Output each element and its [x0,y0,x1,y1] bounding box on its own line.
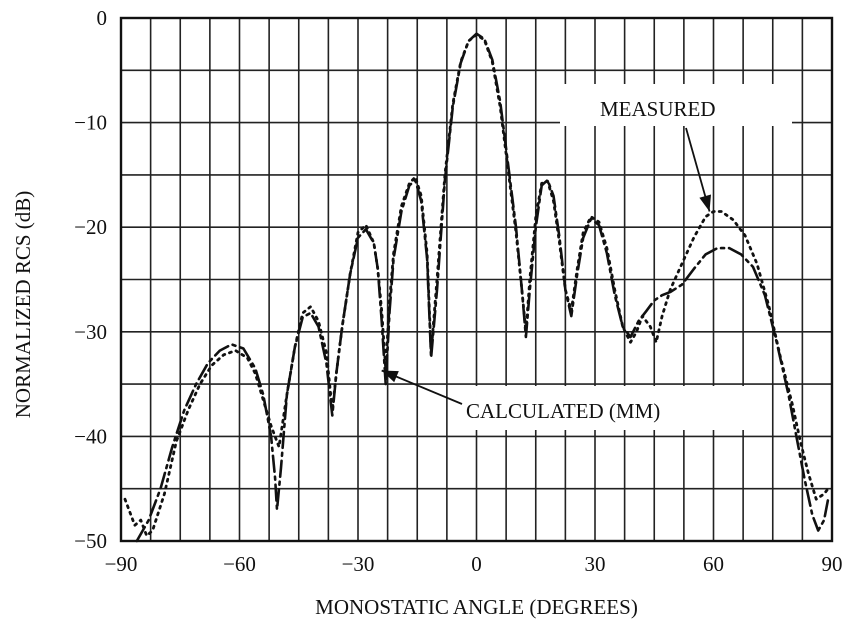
y-tick-label: −20 [74,215,107,239]
y-tick-label: 0 [97,6,108,30]
plot-frame [119,16,834,543]
series-line-calculated [135,32,830,543]
series-line-measured [123,33,830,538]
calculated-label-background [452,386,766,430]
y-axis-title: NORMALIZED RCS (dB) [11,191,35,419]
annotation-calculated: CALCULATED (MM) [466,399,660,423]
annotation-layer: MEASURED CALCULATED (MM) [381,84,792,430]
measured-label-background [560,84,792,126]
series-layer [123,32,830,543]
y-tick-label: −50 [74,529,107,553]
x-tick-label: 30 [585,552,606,576]
x-tick-label: 90 [822,552,843,576]
x-axis-title: MONOSTATIC ANGLE (DEGREES) [315,595,638,619]
y-tick-label: −30 [74,320,107,344]
x-tick-label: −60 [223,552,256,576]
annotation-measured: MEASURED [600,97,716,121]
x-tick-labels: −90 −60 −30 0 30 60 90 [105,552,843,576]
y-tick-labels: 0 −10 −20 −30 −40 −50 [74,6,107,553]
x-tick-label: 60 [703,552,724,576]
x-tick-label: 0 [471,552,482,576]
grid [121,18,832,541]
x-tick-label: −30 [342,552,375,576]
y-tick-label: −40 [74,424,107,448]
x-tick-label: −90 [105,552,138,576]
calculated-arrowhead [381,370,399,383]
y-tick-label: −10 [74,111,107,135]
measured-arrowhead [699,194,711,212]
